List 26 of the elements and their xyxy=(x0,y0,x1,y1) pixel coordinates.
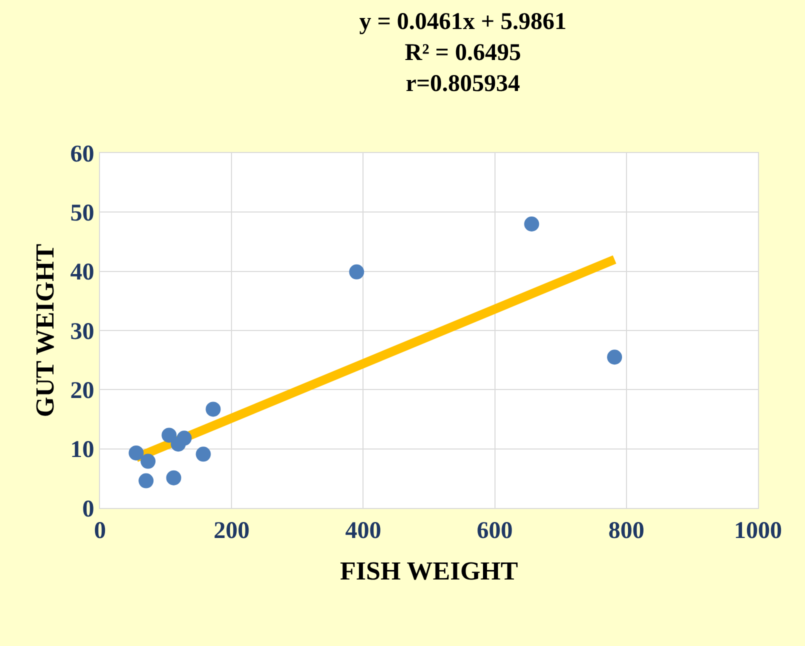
chart-title: y = 0.0461x + 5.9861 R² = 0.6495 r=0.805934 xyxy=(359,8,567,98)
point xyxy=(162,428,177,443)
point xyxy=(349,264,364,280)
y-tick-label: 50 xyxy=(70,200,94,227)
point xyxy=(607,350,622,365)
y-axis-title: GUT WEIGHT xyxy=(30,244,60,418)
y-tick-label: 40 xyxy=(70,260,94,286)
y-tick-label: 0 xyxy=(82,496,94,522)
x-tick-label: 1000 xyxy=(734,518,782,544)
point xyxy=(140,454,156,469)
x-tick-label: 200 xyxy=(214,518,250,544)
point xyxy=(166,470,182,486)
x-tick-label: 400 xyxy=(345,518,382,544)
point xyxy=(138,473,154,488)
point xyxy=(176,430,192,446)
x-tick-label: 600 xyxy=(476,518,513,544)
y-tick-label: 60 xyxy=(70,141,94,168)
x-axis-title: FISH WEIGHT xyxy=(340,556,518,586)
point xyxy=(196,446,211,462)
point xyxy=(128,445,144,460)
x-tick-label: 800 xyxy=(608,518,644,544)
y-tick-label: 20 xyxy=(70,378,94,404)
y-tick-label: 30 xyxy=(70,318,94,345)
point xyxy=(524,216,540,232)
point xyxy=(206,402,221,417)
y-tick-label: 10 xyxy=(70,437,94,464)
